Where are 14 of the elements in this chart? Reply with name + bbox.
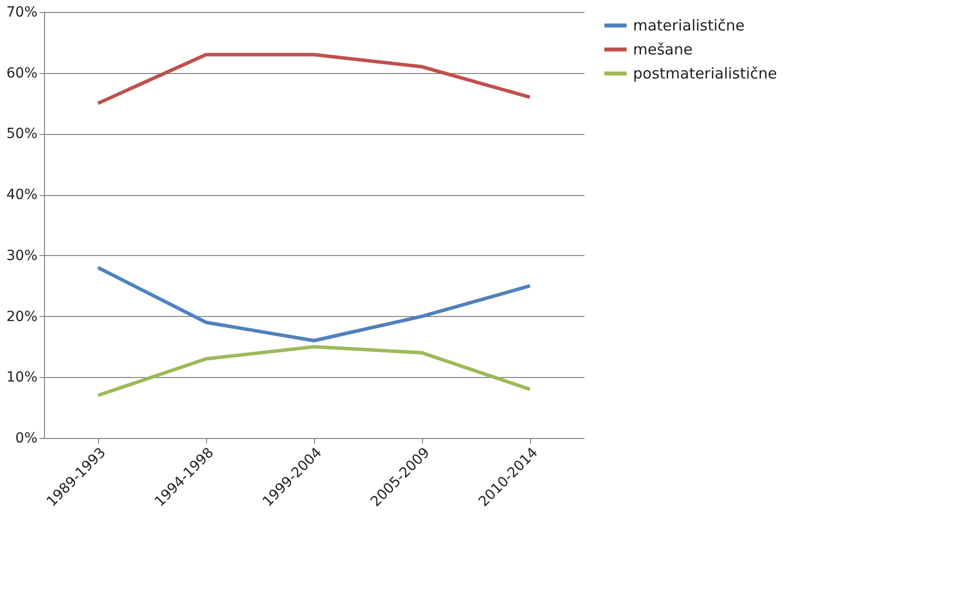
y-tick-label: 40% <box>6 187 38 204</box>
y-tick-label: 60% <box>6 65 38 82</box>
line-series <box>96 344 532 398</box>
line-series <box>96 266 532 342</box>
y-tick-label: 30% <box>6 248 38 264</box>
y-tick-label: 20% <box>6 308 38 325</box>
y-tick-label: 50% <box>6 126 38 142</box>
y-tick-label: 70% <box>6 4 38 20</box>
legend-label: postmaterialistične <box>633 64 778 82</box>
legend-label: mešane <box>633 40 693 58</box>
y-tick-label: 0% <box>15 430 38 446</box>
legend-label: materialistične <box>633 16 745 34</box>
line-series <box>96 52 532 106</box>
y-tick-label: 10% <box>6 370 38 386</box>
